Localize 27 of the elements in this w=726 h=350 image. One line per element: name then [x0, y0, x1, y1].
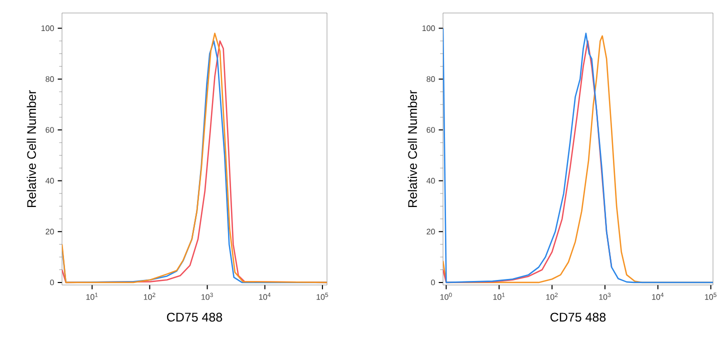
y-tick-label: 0 — [431, 280, 435, 286]
y-axis-title: Relative Cell Number — [408, 90, 417, 208]
x-tick-label: 10$^{2}$ — [546, 292, 558, 300]
y-axis-title: Relative Cell Number — [26, 90, 36, 208]
x-tick-label: 10$^{5}$ — [316, 292, 328, 300]
y-tick-label: 60 — [426, 127, 435, 133]
y-tick-label: 40 — [426, 178, 435, 184]
y-tick-label: 80 — [46, 76, 54, 82]
y-tick-label: 100 — [422, 25, 435, 32]
y-tick-label: 100 — [41, 25, 54, 32]
y-tick-label: 80 — [426, 76, 435, 82]
x-axis-title: CD75 488 — [550, 312, 606, 322]
x-tick-label: 10$^{2}$ — [144, 292, 156, 300]
x-tick-label: 10$^{5}$ — [705, 292, 716, 300]
x-tick-label: 10$^{3}$ — [202, 292, 213, 300]
x-tick-label: 10$^{0}$ — [440, 292, 452, 300]
y-tick-label: 40 — [46, 178, 54, 184]
x-tick-label: 10$^{4}$ — [652, 292, 664, 300]
y-tick-label: 0 — [50, 280, 54, 286]
x-tick-label: 10$^{4}$ — [259, 292, 271, 300]
x-tick-label: 10$^{3}$ — [599, 292, 611, 300]
x-tick-label: 10$^{1}$ — [86, 292, 98, 300]
y-tick-label: 60 — [46, 127, 54, 133]
x-tick-label: 10$^{1}$ — [493, 292, 505, 300]
y-tick-label: 20 — [46, 228, 54, 234]
y-tick-label: 20 — [426, 228, 435, 234]
x-axis-title: CD75 488 — [166, 312, 222, 322]
